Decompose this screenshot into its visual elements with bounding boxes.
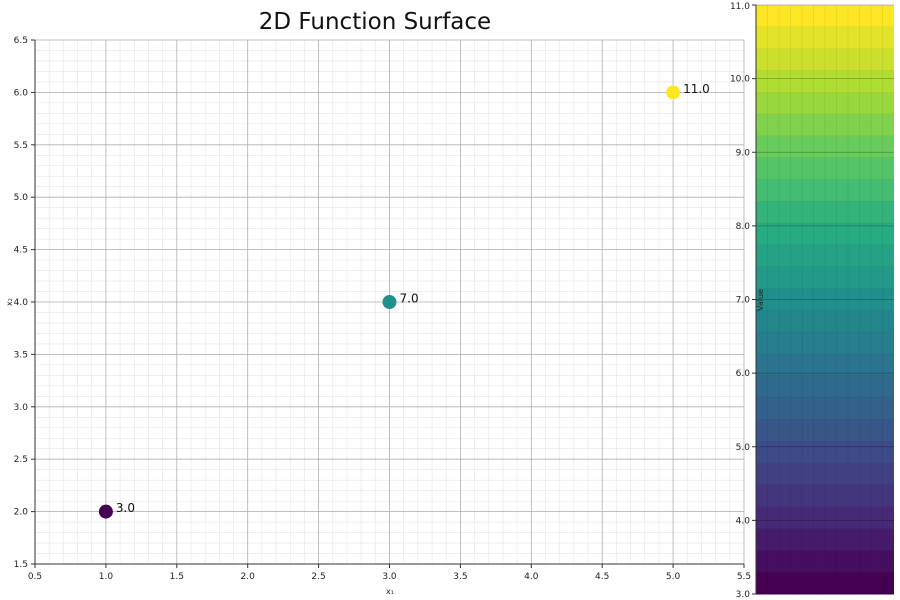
colorbar-band bbox=[756, 354, 894, 377]
y-axis-ticks: 1.5 2.0 2.5 3.0 3.5 4.0 4.5 5.0 5.5 6.0 6.5 bbox=[14, 36, 35, 570]
y-tick-label: 2.5 bbox=[14, 455, 28, 465]
colorbar-tick-label: 4.0 bbox=[736, 516, 751, 526]
colorbar-tick-label: 8.0 bbox=[736, 222, 751, 232]
colorbar-band bbox=[756, 157, 894, 181]
colorbar-band bbox=[756, 441, 894, 464]
x-tick-label: 3.5 bbox=[453, 572, 467, 582]
colorbar-band bbox=[756, 5, 894, 28]
colorbar-band bbox=[756, 70, 894, 93]
x-tick-label: 1.5 bbox=[170, 572, 184, 582]
colorbar: 3.0 4.0 5.0 6.0 7.0 8.0 9.0 10.0 11.0 Value bbox=[730, 2, 894, 600]
colorbar-band bbox=[756, 528, 894, 551]
data-point bbox=[666, 85, 681, 100]
y-tick-label: 1.5 bbox=[14, 560, 28, 570]
colorbar-band bbox=[756, 201, 894, 224]
x-tick-label: 3.0 bbox=[382, 572, 397, 582]
colorbar-band bbox=[756, 375, 894, 399]
colorbar-band bbox=[756, 310, 894, 333]
colorbar-label: Value bbox=[756, 289, 765, 311]
colorbar-band bbox=[756, 179, 894, 202]
colorbar-band bbox=[756, 506, 894, 530]
colorbar-tick-label: 9.0 bbox=[736, 148, 751, 158]
colorbar-tick-label: 6.0 bbox=[736, 369, 751, 379]
data-point-label: 11.0 bbox=[683, 82, 710, 96]
colorbar-band bbox=[756, 223, 894, 246]
data-point bbox=[98, 504, 113, 519]
colorbar-tick-label: 3.0 bbox=[736, 590, 751, 600]
colorbar-band bbox=[756, 92, 894, 115]
y-axis-label: x₂ bbox=[5, 298, 14, 306]
colorbar-tick-label: 10.0 bbox=[730, 75, 750, 85]
colorbar-band bbox=[756, 266, 894, 290]
data-point bbox=[382, 295, 397, 309]
x-tick-label: 4.5 bbox=[595, 572, 609, 582]
y-tick-label: 2.0 bbox=[14, 508, 29, 518]
y-tick-label: 6.5 bbox=[14, 36, 28, 46]
y-tick-label: 3.0 bbox=[14, 403, 29, 413]
colorbar-band bbox=[756, 463, 894, 486]
x-axis-label: x₁ bbox=[386, 587, 394, 596]
colorbar-bands bbox=[756, 5, 894, 595]
y-tick-label: 5.0 bbox=[14, 193, 29, 203]
colorbar-band bbox=[756, 114, 894, 137]
x-tick-label: 5.0 bbox=[666, 572, 681, 582]
plot-area: 0.5 1.0 1.5 2.0 2.5 3.0 3.5 4.0 4.5 5.0 5.5 1.5 2.0… bbox=[14, 36, 751, 582]
x-tick-label: 2.5 bbox=[311, 572, 325, 582]
colorbar-band bbox=[756, 288, 894, 311]
colorbar-tick-label: 11.0 bbox=[730, 2, 750, 12]
x-tick-label: 1.0 bbox=[99, 572, 114, 582]
data-point-label: 3.0 bbox=[116, 501, 135, 515]
colorbar-band bbox=[756, 244, 894, 268]
colorbar-band bbox=[756, 26, 894, 50]
x-tick-label: 2.0 bbox=[241, 572, 256, 582]
colorbar-band bbox=[756, 135, 894, 159]
colorbar-band bbox=[756, 48, 894, 71]
y-tick-label: 4.0 bbox=[14, 298, 29, 308]
data-point-label: 7.0 bbox=[400, 292, 419, 306]
colorbar-band bbox=[756, 572, 894, 595]
colorbar-band bbox=[756, 419, 894, 442]
x-axis-ticks: 0.5 1.0 1.5 2.0 2.5 3.0 3.5 4.0 4.5 5.0 5.5 bbox=[28, 564, 751, 582]
y-tick-label: 6.0 bbox=[14, 88, 29, 98]
colorbar-band bbox=[756, 550, 894, 573]
colorbar-band bbox=[756, 397, 894, 420]
colorbar-grid bbox=[756, 5, 894, 594]
y-tick-label: 4.5 bbox=[14, 246, 28, 256]
chart-title: 2D Function Surface bbox=[259, 9, 491, 35]
colorbar-tick-label: 7.0 bbox=[736, 296, 751, 306]
y-tick-label: 5.5 bbox=[14, 141, 28, 151]
x-tick-label: 5.5 bbox=[737, 572, 751, 582]
y-tick-label: 3.5 bbox=[14, 350, 28, 360]
colorbar-band bbox=[756, 332, 894, 355]
colorbar-band bbox=[756, 484, 894, 508]
colorbar-ticks: 3.0 4.0 5.0 6.0 7.0 8.0 9.0 10.0 11.0 bbox=[730, 2, 894, 600]
colorbar-tick-label: 5.0 bbox=[736, 443, 751, 453]
x-tick-label: 0.5 bbox=[28, 572, 42, 582]
x-tick-label: 4.0 bbox=[524, 572, 539, 582]
data-points: 3.0 7.0 11.0 bbox=[98, 82, 710, 519]
